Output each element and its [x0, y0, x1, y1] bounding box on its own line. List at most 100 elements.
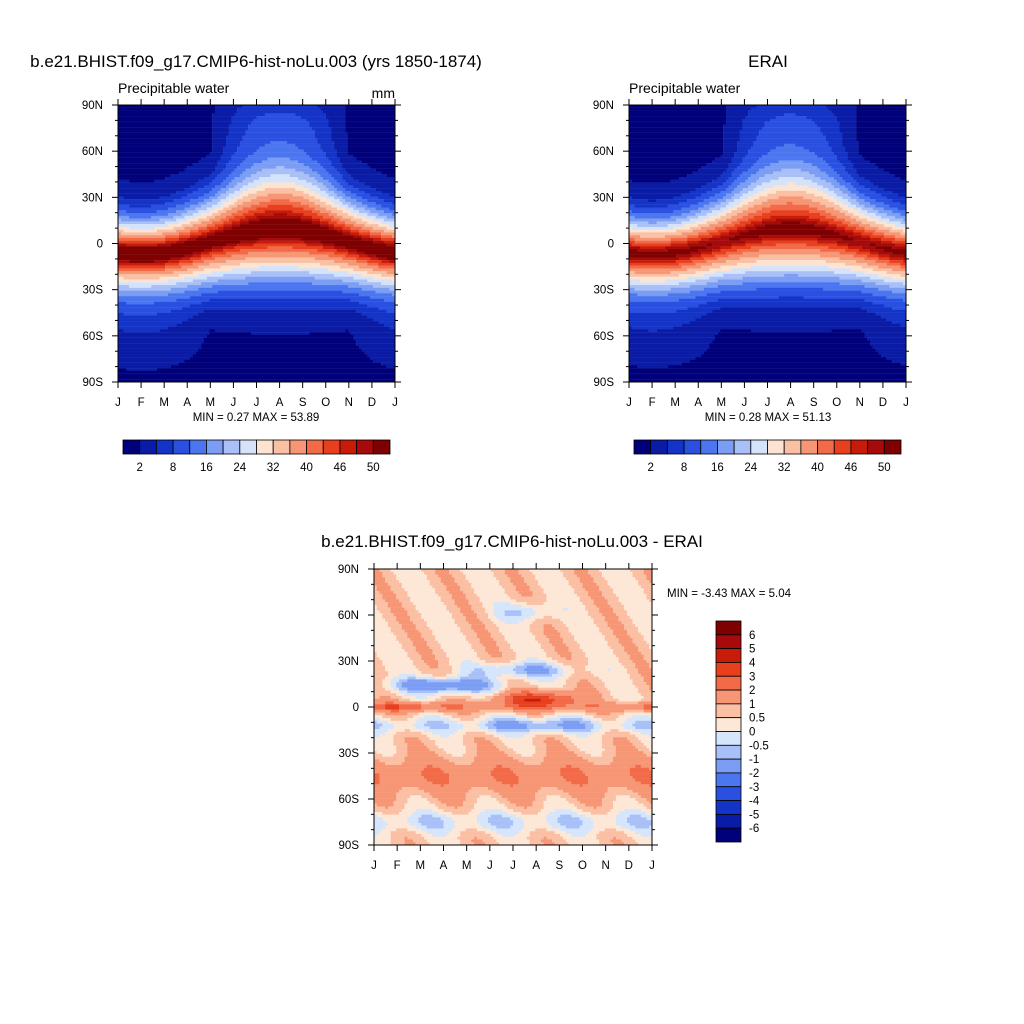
panel-diff-field-cell: [479, 715, 491, 719]
panel-model-field-cell: [118, 240, 166, 244]
panel-diff-field-cell: [607, 580, 639, 583]
panel-diff-field-cell: [446, 588, 461, 592]
panel-erai-field-cell: [629, 152, 724, 156]
panel-diff-field-cell: [510, 660, 522, 664]
panel-model-field-cell: [317, 105, 346, 108]
panel-diff-field-cell: [407, 828, 422, 832]
panel-erai-field-cell: [883, 201, 901, 205]
panel-diff-field-cell: [451, 753, 464, 757]
panel-diff-field-cell: [543, 626, 555, 630]
panel-erai-field-cell: [875, 229, 890, 233]
panel-diff-field-cell: [549, 822, 561, 826]
panel-diff-field-cell: [596, 624, 608, 628]
panel-model-field-cell: [226, 135, 243, 139]
panel-diff-field-cell: [504, 690, 522, 694]
panel-diff-field-cell: [440, 734, 450, 738]
panel-model-field-cell: [118, 251, 193, 255]
panel-model-field-cell: [381, 190, 395, 194]
panel-diff-field-cell: [604, 615, 619, 619]
panel-model-field-cell: [248, 282, 313, 286]
panel-diff-colorbar-tick-label: -0.5: [749, 740, 769, 752]
panel-diff-field-cell: [490, 795, 503, 799]
panel-model-field-cell: [317, 141, 335, 144]
panel-erai-field-cell: [629, 279, 641, 283]
panel-diff-field-cell: [374, 635, 397, 639]
panel-diff-field-cell: [379, 695, 391, 699]
panel-erai-field-cell: [701, 254, 716, 258]
panel-diff-field-cell: [513, 673, 528, 677]
panel-erai-field-cell: [731, 190, 740, 194]
panel-diff-field-cell: [374, 615, 383, 619]
panel-diff-field-cell: [476, 654, 491, 658]
panel-erai-field-cell: [712, 210, 724, 214]
panel-diff-field-cell: [382, 574, 397, 578]
panel-diff-field-cell: [451, 593, 466, 597]
panel-model-stats: MIN = 0.27 MAX = 53.89: [193, 412, 320, 424]
panel-model-field-cell: [298, 146, 321, 150]
panel-diff-colorbar-swatch: [715, 744, 742, 760]
panel-model-field-cell: [314, 196, 326, 200]
panel-erai-field-cell: [861, 307, 893, 311]
panel-erai-field-cell: [631, 243, 671, 247]
panel-model-field-cell: [356, 309, 387, 313]
panel-diff-field-cell: [618, 657, 630, 661]
panel-erai-field-cell: [695, 262, 713, 266]
panel-model-field-cell: [206, 334, 354, 338]
panel-diff-field-cell: [571, 657, 589, 661]
panel-erai-field-cell: [856, 138, 906, 142]
panel-model-field-cell: [217, 290, 343, 294]
panel-erai-field-cell: [739, 138, 757, 142]
panel-diff-field-cell: [374, 651, 377, 655]
panel-model-field-cell: [118, 268, 166, 272]
panel-diff-field-cell: [429, 701, 505, 705]
panel-diff-field-cell: [499, 582, 514, 586]
panel-model-field-cell: [322, 246, 335, 250]
panel-model-field-cell: [375, 207, 390, 211]
panel-erai-field-cell: [886, 262, 901, 266]
panel-model-field-cell: [325, 113, 346, 117]
panel-diff-field-cell: [385, 618, 397, 622]
panel-erai-field-cell: [703, 257, 718, 261]
panel-diff-field-cell: [379, 657, 411, 661]
panel-diff-field-cell: [563, 742, 575, 746]
panel-model-field-cell: [375, 254, 395, 258]
panel-diff-field-cell: [449, 723, 464, 727]
panel-erai-field-cell: [817, 182, 832, 186]
panel-erai-field-cell: [858, 201, 871, 205]
panel-diff-field-cell: [513, 822, 525, 826]
panel-diff-field-cell: [379, 831, 391, 835]
panel-diff-field-cell: [529, 585, 541, 589]
panel-diff-field-cell: [649, 767, 652, 771]
panel-diff-field-cell: [557, 820, 583, 824]
panel-erai-field-cell: [667, 293, 707, 297]
panel-model-field-cell: [242, 196, 257, 200]
panel-model-field-cell: [248, 188, 265, 192]
panel-model-field-cell: [214, 207, 224, 211]
panel-diff-field-cell: [554, 649, 569, 652]
panel-model-field-cell: [226, 190, 235, 194]
panel-diff-field-cell: [554, 712, 586, 716]
panel-diff-field-cell: [412, 643, 427, 647]
panel-erai-field-cell: [725, 199, 735, 203]
panel-diff-field-cell: [579, 825, 594, 829]
panel-erai-field-cell: [698, 215, 710, 219]
panel-diff-field-cell: [462, 734, 494, 738]
panel-diff-colorbar-tick-label: 6: [749, 630, 755, 642]
panel-erai-field-cell: [629, 168, 699, 172]
panel-model-field-cell: [118, 218, 121, 222]
panel-erai-field-cell: [681, 362, 901, 366]
panel-diff-field-cell: [560, 654, 572, 658]
panel-diff-field-cell: [435, 657, 450, 661]
panel-erai-field-cell: [678, 257, 691, 261]
panel-diff-field-cell: [471, 624, 486, 628]
panel-erai-field-cell: [714, 193, 727, 197]
panel-diff-field-cell: [529, 729, 564, 733]
panel-diff-field-cell: [601, 723, 622, 727]
panel-diff-colorbar-swatch: [715, 675, 742, 691]
panel-model-field-cell: [353, 177, 395, 180]
panel-diff-field-cell: [496, 665, 500, 669]
panel-diff-field-cell: [382, 715, 414, 719]
panel-model-field-cell: [214, 177, 227, 180]
panel-diff-field-cell: [590, 811, 608, 815]
panel-erai-field-cell: [720, 232, 729, 236]
